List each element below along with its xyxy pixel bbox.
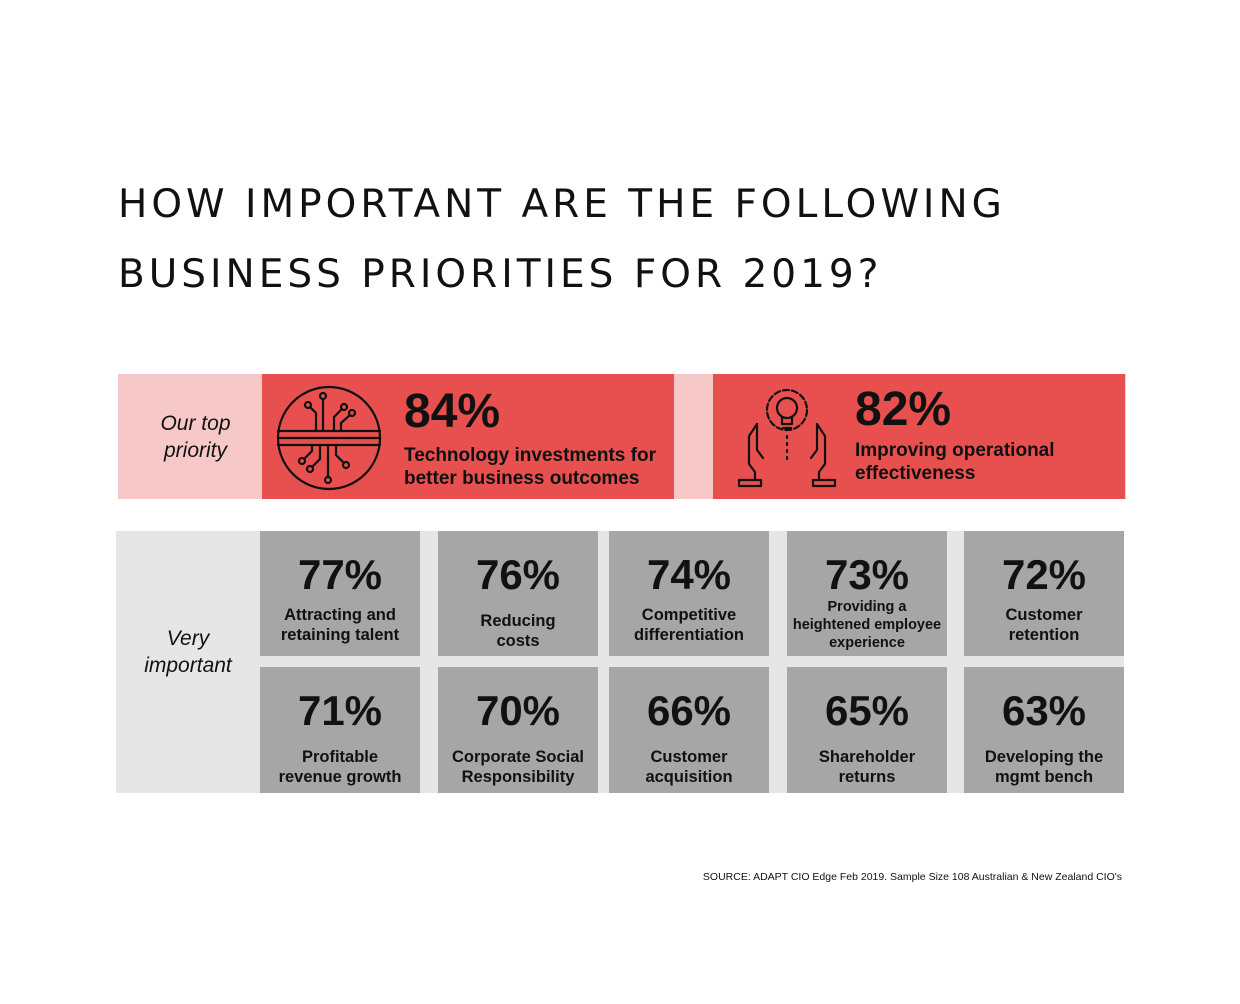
priority-pct: 65% <box>824 687 910 734</box>
priority-pct: 74% <box>646 551 732 598</box>
very-important-label: Very important <box>144 627 232 677</box>
top-priority-pct-1: 84% <box>404 385 501 438</box>
top-priority-card-1: 84% Technology investments for better bu… <box>262 374 674 499</box>
priority-cell: 65% Shareholder returns <box>787 667 947 793</box>
priority-cell: 70% Corporate Social Responsibility <box>438 667 598 793</box>
priority-label: Providing a heightened employee experien… <box>792 599 942 651</box>
priority-cell: 72% Customer retention <box>964 531 1124 656</box>
page-title: HOW IMPORTANT ARE THE FOLLOWING BUSINESS… <box>118 170 1118 310</box>
priority-cell: 76% Reducing costs <box>438 531 598 656</box>
priority-cell: 66% Customer acquisition <box>609 667 769 793</box>
priority-cell: 73% Providing a heightened employee expe… <box>787 531 947 656</box>
priority-label: Competitive differentiation <box>634 606 744 644</box>
title-line-1: HOW IMPORTANT ARE THE FOLLOWING <box>118 182 1006 227</box>
priority-pct: 71% <box>297 687 383 734</box>
priority-label: Developing the mgmt bench <box>984 748 1104 786</box>
priority-pct: 73% <box>824 551 910 598</box>
priority-label: Attracting and retaining talent <box>280 606 400 644</box>
priority-label: Customer acquisition <box>645 748 733 786</box>
priority-pct: 77% <box>297 551 383 598</box>
priority-pct: 70% <box>475 687 561 734</box>
top-priority-label: Our top priority <box>160 412 231 462</box>
priority-label: Reducing costs <box>480 612 556 650</box>
hands-lightbulb-gear-icon <box>737 388 837 488</box>
priority-label: Customer retention <box>1005 606 1083 644</box>
priority-cell: 74% Competitive differentiation <box>609 531 769 656</box>
priority-pct: 63% <box>1001 687 1087 734</box>
priority-cell: 77% Attracting and retaining talent <box>260 531 420 656</box>
priority-cell: 63% Developing the mgmt bench <box>964 667 1124 793</box>
priority-cell: 71% Profitable revenue growth <box>260 667 420 793</box>
priority-pct: 72% <box>1001 551 1087 598</box>
top-priority-card-2: 82% Improving operational effectiveness <box>713 374 1125 499</box>
top-priority-pct-2: 82% <box>855 383 952 436</box>
priority-label: Corporate Social Responsibility <box>451 748 585 786</box>
priority-pct: 76% <box>475 551 561 598</box>
priority-pct: 66% <box>646 687 732 734</box>
top-priority-text-1: Technology investments for better busine… <box>404 445 656 489</box>
title-line-2: BUSINESS PRIORITIES FOR 2019? <box>118 252 883 297</box>
top-priority-text-2: Improving operational effectiveness <box>855 440 1055 484</box>
priority-label: Shareholder returns <box>818 748 916 786</box>
source-note: SOURCE: ADAPT CIO Edge Feb 2019. Sample … <box>702 871 1122 883</box>
circuit-icon <box>276 385 382 491</box>
priority-label: Profitable revenue growth <box>278 748 402 786</box>
